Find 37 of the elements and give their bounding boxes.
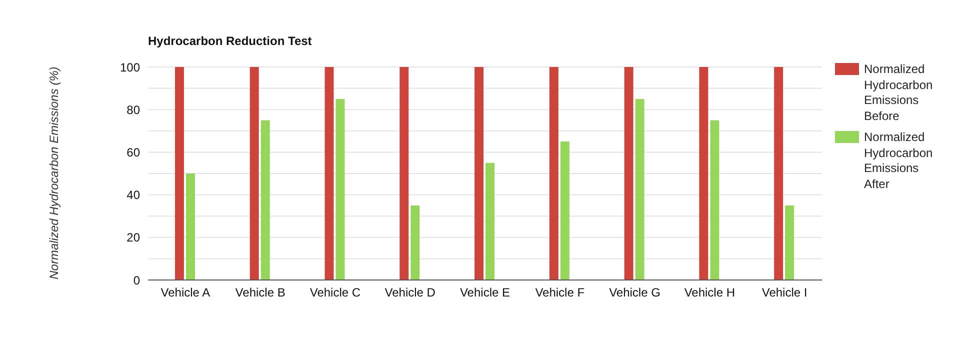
bar — [774, 67, 784, 280]
y-axis-title: Normalized Hydrocarbon Emissions (%) — [46, 66, 62, 282]
y-tick-label: 0 — [133, 273, 140, 288]
x-tick-label: Vehicle B — [235, 286, 286, 300]
bar — [324, 67, 334, 280]
bar — [699, 67, 708, 280]
x-tick-label: Vehicle A — [160, 286, 210, 300]
bar — [624, 67, 634, 280]
x-tick-label: Vehicle D — [384, 286, 436, 300]
chart-title: Hydrocarbon Reduction Test — [148, 34, 312, 48]
y-tick-label: 20 — [126, 230, 140, 245]
y-tick-label: 40 — [126, 188, 140, 202]
bar — [486, 162, 495, 280]
bar — [710, 120, 720, 280]
bar — [410, 205, 420, 280]
bar — [336, 98, 345, 280]
x-tick-label: Vehicle C — [310, 286, 361, 300]
x-tick-label: Vehicle F — [535, 286, 585, 300]
x-tick-label: Vehicle E — [460, 286, 510, 300]
bar — [474, 67, 484, 280]
x-tick-label: Vehicle I — [762, 286, 808, 300]
bar — [635, 98, 644, 280]
bar — [785, 205, 794, 280]
legend-label: Normalized Hydrocarbon Emissions After — [864, 130, 934, 192]
y-tick-label: 80 — [126, 102, 140, 117]
x-tick-label: Vehicle H — [684, 286, 736, 300]
y-tick-label: 100 — [120, 60, 140, 74]
bar — [186, 174, 195, 280]
y-tick-label: 60 — [126, 145, 140, 160]
bar — [549, 67, 558, 280]
bar — [560, 142, 570, 280]
x-tick-label: Vehicle G — [609, 286, 660, 300]
bar — [400, 67, 409, 280]
legend-label: Normalized Hydrocarbon Emissions Before — [864, 62, 934, 124]
bar — [260, 120, 270, 280]
bar — [250, 67, 259, 280]
bar — [174, 67, 184, 280]
